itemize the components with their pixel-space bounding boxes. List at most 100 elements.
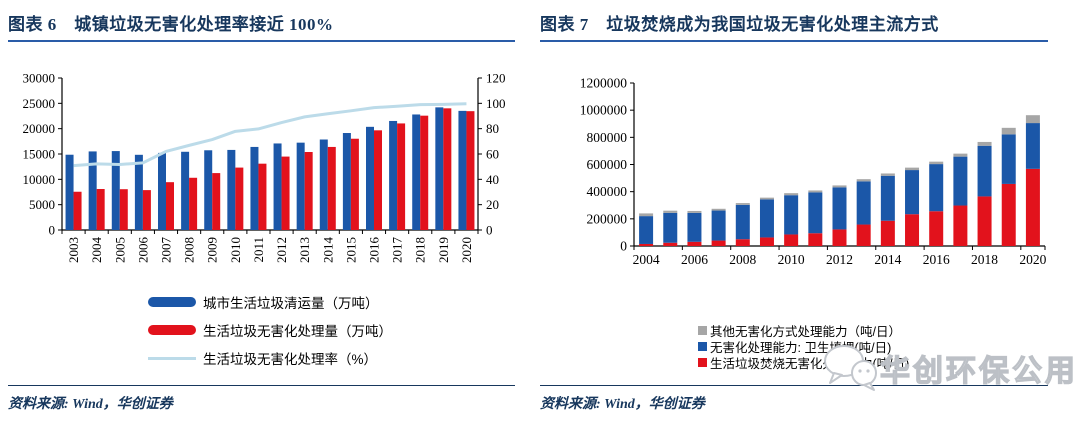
legend-swatch-square — [698, 341, 707, 351]
bar — [412, 114, 421, 230]
stacked-bar-segment — [977, 196, 992, 246]
bar — [142, 190, 151, 230]
bar — [212, 173, 221, 230]
figure-6-separator — [8, 385, 515, 386]
figure-7-source: 资料来源: Wind，华创证券 — [540, 397, 705, 412]
x-tick-label: 2006 — [681, 252, 708, 267]
bar — [134, 154, 143, 230]
stacked-bar-segment — [929, 161, 944, 165]
stacked-bar-segment — [1001, 183, 1016, 246]
stacked-bar-segment — [759, 197, 774, 200]
stacked-bar-segment — [711, 210, 726, 241]
y-tick-label-right: 120 — [486, 71, 506, 86]
x-tick-label: 2009 — [205, 237, 220, 263]
legend-item: 生活垃圾焚烧无害化处理能力(吨/日) — [698, 354, 910, 371]
stacked-bar-segment — [639, 213, 654, 217]
bar — [204, 150, 213, 230]
y-tick-label: 200000 — [587, 211, 628, 226]
legend-label: 生活垃圾焚烧无害化处理能力(吨/日) — [710, 356, 910, 371]
legend-swatch-pill — [148, 325, 196, 335]
bar — [420, 115, 429, 230]
bar — [327, 146, 336, 230]
stacked-bar-segment — [880, 175, 895, 221]
bar — [258, 163, 267, 230]
bar — [397, 123, 406, 230]
stacked-bar-segment — [1001, 134, 1016, 184]
x-tick-label: 2010 — [228, 237, 243, 263]
stacked-bar-segment — [1025, 168, 1040, 246]
watermark-label: 华创环保公用 — [879, 354, 1078, 388]
x-tick-label: 2016 — [367, 237, 382, 264]
bar — [111, 151, 120, 230]
stacked-bar-segment — [808, 233, 823, 246]
legend-label: 其他无害化方式处理能力（吨/日） — [710, 324, 901, 339]
bar — [466, 111, 475, 230]
figure-7-title: 图表 7 垃圾焚烧成为我国垃圾无害化处理主流方式 — [540, 10, 1048, 42]
y-tick-label: 0 — [49, 223, 56, 238]
bar — [458, 110, 467, 230]
stacked-bar-segment — [832, 185, 847, 188]
bar — [374, 130, 382, 230]
bar — [88, 151, 97, 230]
stacked-bar-segment — [639, 243, 654, 246]
legend-swatch-square — [698, 325, 707, 335]
bar — [65, 154, 74, 230]
y-tick-label: 1200000 — [580, 76, 628, 91]
x-tick-label: 2013 — [297, 237, 312, 263]
x-tick-label: 2006 — [135, 237, 150, 264]
stacked-bar-segment — [880, 220, 895, 246]
legend-swatch-line — [148, 356, 196, 360]
x-tick-label: 2007 — [159, 237, 174, 264]
stacked-bar-segment — [856, 179, 871, 182]
y-tick-label: 1000000 — [580, 103, 628, 118]
y-tick-label-right: 80 — [486, 121, 499, 136]
stacked-bar-segment — [663, 210, 678, 213]
x-tick-label: 2008 — [182, 237, 197, 263]
stacked-bar-segment — [735, 203, 750, 205]
figure-6-source: 资料来源: Wind，华创证券 — [8, 397, 173, 412]
y-tick-label: 10000 — [23, 172, 56, 187]
bar — [189, 177, 198, 230]
stacked-bar-segment — [784, 234, 799, 246]
x-tick-label: 2012 — [274, 237, 289, 263]
x-tick-label: 2010 — [778, 252, 805, 267]
stacked-bar-segment — [832, 187, 847, 230]
figure-6-legend: 城市生活垃圾清运量（万吨） 生活垃圾无害化处理量（万吨） 生活垃圾无害化处理率（%） — [148, 288, 392, 372]
figure-6-chart: 0 5000 10000 15000 20000 25000 30000 0 20 40 60 80 1… — [23, 71, 506, 264]
x-tick-label: 2014 — [320, 237, 335, 264]
stacked-bar-segment — [905, 214, 920, 246]
stacked-bar-segment — [687, 212, 702, 242]
stacked-bar-segment — [880, 173, 895, 176]
legend-label: 生活垃圾无害化处理率（%） — [203, 352, 378, 367]
y-tick-label: 30000 — [23, 71, 56, 86]
x-tick-label: 2018 — [971, 252, 998, 267]
figure-7-separator — [540, 385, 1048, 386]
y-tick-label-right: 40 — [486, 172, 499, 187]
bar — [350, 138, 359, 230]
stacked-bar-segment — [711, 208, 726, 211]
y-tick-label-right: 60 — [486, 147, 499, 162]
stacked-bar-segment — [639, 216, 654, 244]
stacked-bar-segment — [808, 192, 823, 234]
legend-swatch-square — [698, 357, 707, 367]
figure-7-panel: 图表 7 垃圾焚烧成为我国垃圾无害化处理主流方式 0 200000 400000 60… — [540, 10, 1076, 415]
y-tick-label-right: 0 — [486, 223, 493, 238]
bar — [181, 151, 190, 230]
bar — [227, 149, 236, 230]
bar — [342, 133, 351, 230]
x-tick-label: 2004 — [633, 252, 660, 267]
x-tick-label: 2012 — [826, 252, 853, 267]
x-tick-label: 2008 — [729, 252, 756, 267]
legend-item: 生活垃圾无害化处理率（%） — [148, 344, 392, 372]
bar — [166, 182, 174, 230]
x-tick-label: 2014 — [874, 252, 901, 267]
x-tick-label: 2003 — [66, 237, 81, 263]
stacked-bar-segment — [735, 239, 750, 246]
bar — [443, 108, 452, 230]
figure-7-chart: 0 200000 400000 600000 800000 1000000 1200000 2… — [580, 76, 1047, 268]
bar — [273, 143, 282, 230]
x-tick-label: 2016 — [923, 252, 950, 267]
x-tick-label: 2019 — [436, 237, 451, 263]
stacked-bar-segment — [856, 224, 871, 246]
stacked-bar-segment — [977, 141, 992, 146]
